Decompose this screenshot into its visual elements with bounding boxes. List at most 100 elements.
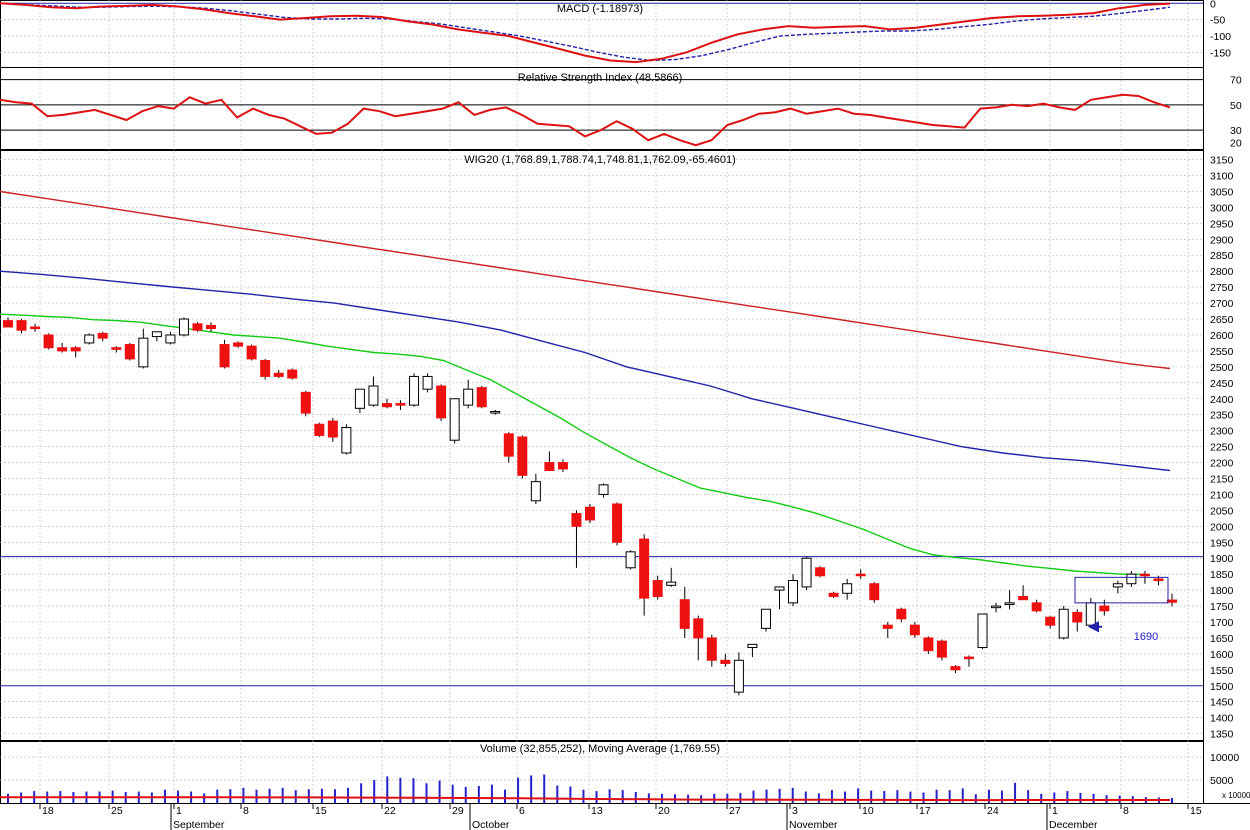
- date-tick-label: 22: [384, 805, 396, 817]
- price-tick-label: 2250: [1210, 442, 1234, 454]
- candle-body: [314, 423, 325, 436]
- candle-body: [882, 624, 893, 629]
- candlestick: [679, 586, 690, 638]
- candle-body: [16, 320, 27, 331]
- price-tick-label: 1750: [1210, 601, 1234, 613]
- candlestick: [557, 459, 568, 473]
- candlestick: [544, 451, 555, 472]
- month-label: September: [173, 819, 225, 830]
- macd-tick-label: 0: [1210, 0, 1216, 10]
- panel-frame: [0, 150, 1204, 741]
- price-tick-label: 2300: [1210, 426, 1234, 438]
- candle-body: [490, 411, 501, 414]
- price-tick-label: 2850: [1210, 250, 1234, 262]
- price-tick-label: 1550: [1210, 665, 1234, 677]
- candlestick: [1004, 590, 1015, 610]
- candlestick: [327, 417, 338, 442]
- candlestick: [354, 388, 365, 414]
- candle-body: [950, 666, 961, 671]
- grid-lines: [0, 0, 1203, 803]
- moving-average-mid: [0, 270, 1171, 472]
- price-tick-label: 2700: [1210, 298, 1234, 310]
- date-tick-label: 15: [1190, 805, 1202, 817]
- candle-body: [3, 320, 13, 328]
- candle-body: [544, 462, 555, 472]
- candle-body: [1058, 608, 1069, 639]
- candlestick: [842, 578, 853, 600]
- candle-body: [679, 599, 690, 629]
- candle-body: [43, 334, 54, 349]
- candle-body: [557, 462, 568, 470]
- price-tick-label: 1700: [1210, 617, 1234, 629]
- price-tick-label: 2450: [1210, 378, 1234, 390]
- candle-body: [1072, 611, 1083, 623]
- candlestick: [815, 566, 826, 578]
- candle-body: [612, 503, 623, 543]
- candle-body: [422, 375, 433, 390]
- price-tick-label: 1900: [1210, 553, 1234, 565]
- candlestick: [923, 636, 934, 654]
- macd-tick-label: -50: [1210, 15, 1225, 27]
- candlestick: [666, 567, 677, 587]
- candle-body: [801, 557, 812, 588]
- candle-body: [354, 388, 365, 409]
- candlestick: [30, 323, 41, 332]
- moving-average-long: [0, 190, 1171, 370]
- candle-body: [246, 345, 257, 360]
- price-tick-label: 2500: [1210, 362, 1234, 374]
- candle-body: [625, 551, 636, 569]
- macd-line: [0, 2, 1171, 64]
- candlestick: [760, 608, 771, 632]
- candle-body: [1167, 599, 1177, 603]
- candle-body: [788, 580, 799, 604]
- candle-body: [666, 581, 677, 586]
- candle-body: [503, 433, 514, 457]
- candlestick: [192, 322, 203, 332]
- candlestick: [1058, 606, 1069, 640]
- candlestick: [774, 586, 785, 610]
- candle-body: [463, 388, 474, 406]
- macd-tick-label: -150: [1210, 47, 1231, 59]
- price-tick-label: 2200: [1210, 458, 1234, 470]
- candlestick: [855, 569, 866, 579]
- price-tick-label: 2800: [1210, 266, 1234, 278]
- candle-body: [327, 420, 338, 438]
- month-label: October: [472, 819, 510, 830]
- price-tick-label: 1350: [1210, 729, 1234, 741]
- candlestick: [1167, 593, 1177, 607]
- date-tick-label: 10: [862, 805, 874, 817]
- price-tick-label: 3150: [1210, 155, 1234, 167]
- candlestick: [287, 368, 298, 380]
- candle-body: [828, 592, 839, 597]
- price-tick-label: 2950: [1210, 218, 1234, 230]
- candle-body: [151, 331, 162, 338]
- candlestick: [612, 502, 623, 546]
- rsi-panel: [0, 79, 1203, 147]
- rsi-tick-label: 30: [1230, 125, 1242, 137]
- price-tick-label: 2000: [1210, 521, 1234, 533]
- candlestick: [530, 473, 541, 504]
- candle-body: [936, 640, 947, 658]
- candle-body: [706, 637, 717, 661]
- candlestick: [585, 504, 595, 524]
- candlestick: [1072, 609, 1083, 632]
- price-tick-label: 2100: [1210, 489, 1234, 501]
- candlestick: [1112, 580, 1123, 594]
- candle-body: [124, 344, 135, 360]
- candlestick: [598, 483, 609, 498]
- month-label: November: [789, 819, 838, 830]
- candlestick: [206, 322, 217, 332]
- candlestick: [57, 342, 68, 353]
- candle-body: [381, 403, 392, 408]
- candle-body: [760, 608, 771, 629]
- candlestick: [233, 341, 244, 348]
- rsi-tick-label: 50: [1230, 100, 1242, 112]
- price-tick-label: 2050: [1210, 505, 1234, 517]
- date-tick-label: 3: [792, 805, 798, 817]
- blue-arrow-marker: [1087, 621, 1102, 633]
- candle-body: [260, 359, 271, 377]
- price-tick-label: 1850: [1210, 569, 1234, 581]
- candle-body: [991, 605, 1002, 609]
- candlestick: [84, 333, 95, 345]
- candlestick: [909, 622, 920, 638]
